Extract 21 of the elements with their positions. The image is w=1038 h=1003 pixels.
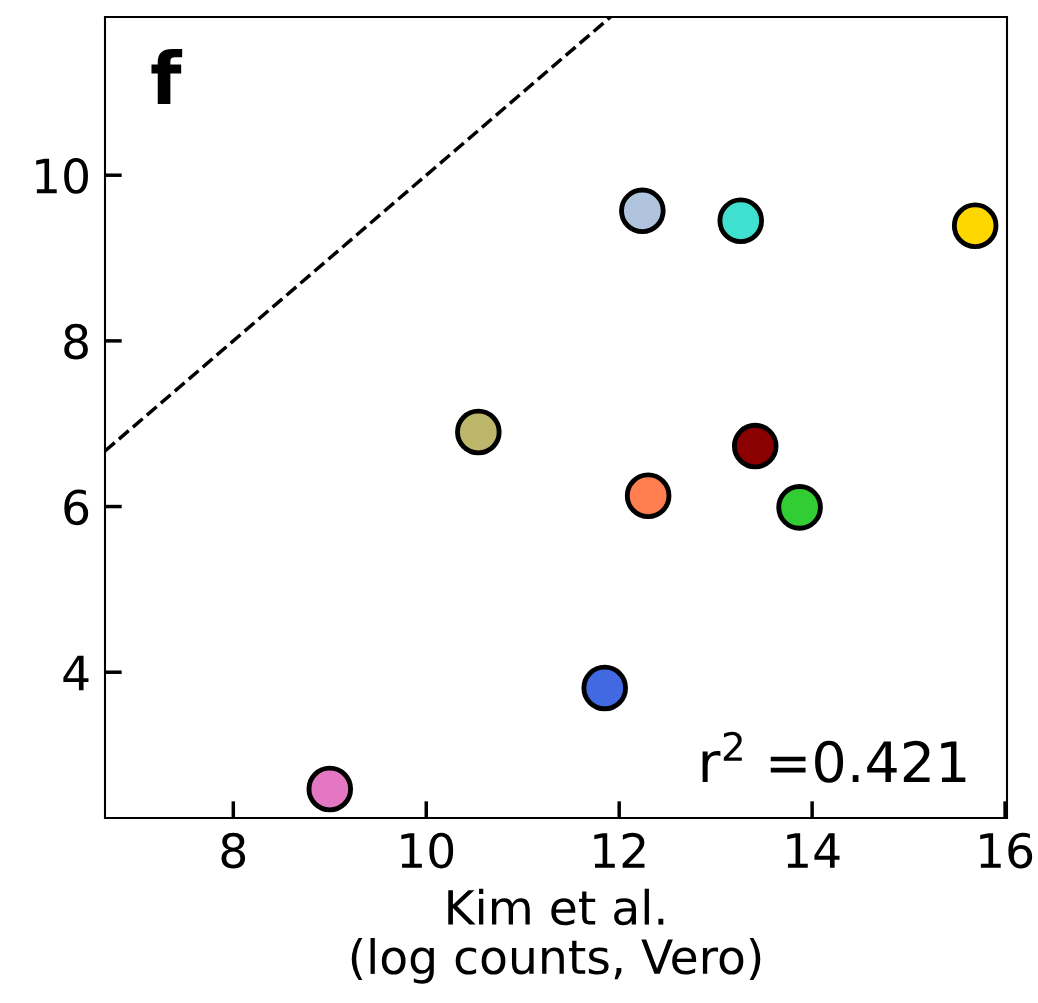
y-tick-label: 4	[63, 655, 89, 691]
y-tick-label: 8	[64, 323, 88, 360]
point	[731, 422, 779, 470]
point	[776, 484, 823, 531]
x-tick-label: 16	[980, 832, 1033, 869]
x-axis-title: Kim et al. (log counts, Vero)	[351, 888, 761, 984]
point	[455, 408, 502, 456]
y-tick-label: 10	[36, 158, 88, 194]
point	[624, 472, 672, 520]
x-tick-label: 14	[787, 833, 840, 868]
x-tick-label: 10	[401, 832, 454, 869]
annotation: f	[151, 49, 183, 104]
x-tick-label: 12	[594, 832, 645, 868]
point	[717, 197, 764, 245]
annotation: r$^{2}$ =0.421	[702, 731, 966, 783]
y-tick-label: 6	[64, 489, 89, 526]
point	[619, 187, 666, 235]
x-tick-label: 8	[221, 832, 246, 869]
point	[951, 202, 999, 249]
point	[306, 765, 354, 813]
point	[581, 664, 628, 712]
